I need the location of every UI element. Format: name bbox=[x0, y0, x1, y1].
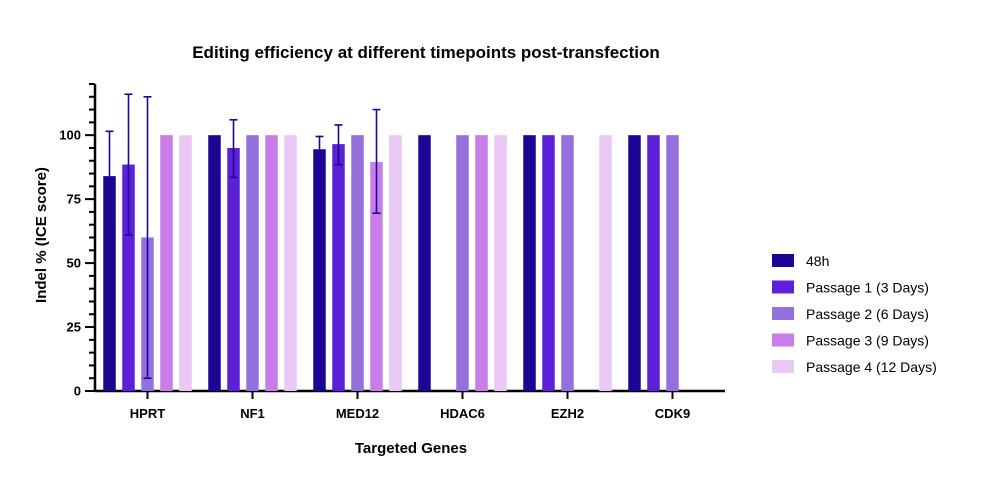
y-tick-label: 0 bbox=[74, 384, 81, 399]
chart-title: Editing efficiency at different timepoin… bbox=[192, 43, 660, 62]
bar bbox=[542, 135, 555, 391]
bar bbox=[160, 135, 173, 391]
x-tick-label: EZH2 bbox=[551, 406, 584, 421]
y-axis: 0 25 50 75 100 bbox=[59, 83, 97, 399]
legend-swatch bbox=[772, 307, 794, 320]
legend-label: Passage 1 (3 Days) bbox=[806, 280, 929, 296]
bar bbox=[523, 135, 536, 391]
x-tick-label: CDK9 bbox=[655, 406, 690, 421]
bar bbox=[179, 135, 192, 391]
bars bbox=[103, 135, 679, 391]
legend-swatch bbox=[772, 360, 794, 373]
bar bbox=[246, 135, 259, 391]
y-axis-label: Indel % (ICE score) bbox=[33, 167, 50, 303]
legend-swatch bbox=[772, 254, 794, 267]
bar bbox=[227, 147, 240, 391]
y-tick-label: 75 bbox=[67, 192, 81, 207]
bar bbox=[456, 135, 469, 391]
bar bbox=[599, 135, 612, 391]
bar bbox=[494, 135, 507, 391]
bar bbox=[370, 162, 383, 391]
x-axis-label: Targeted Genes bbox=[355, 440, 467, 457]
bar bbox=[208, 135, 221, 391]
bar bbox=[561, 135, 574, 391]
x-tick-label: MED12 bbox=[336, 406, 379, 421]
legend-label: Passage 2 (6 Days) bbox=[806, 306, 929, 322]
legend: 48h Passage 1 (3 Days) Passage 2 (6 Days) P… bbox=[772, 253, 937, 375]
bar bbox=[351, 135, 364, 391]
error-bars bbox=[105, 93, 381, 380]
bar bbox=[666, 135, 679, 391]
y-tick-label: 50 bbox=[67, 256, 81, 271]
bar bbox=[389, 135, 402, 391]
legend-swatch bbox=[772, 333, 794, 347]
bar bbox=[103, 176, 116, 391]
x-tick-label: HDAC6 bbox=[440, 406, 485, 421]
bar bbox=[265, 135, 278, 391]
bar bbox=[647, 135, 660, 391]
legend-swatch bbox=[772, 280, 794, 294]
bar bbox=[418, 135, 431, 391]
bar bbox=[628, 135, 641, 391]
bar bbox=[332, 144, 345, 391]
y-tick-label: 25 bbox=[67, 320, 81, 335]
bar bbox=[284, 135, 297, 391]
y-tick-label: 100 bbox=[59, 128, 81, 143]
legend-label: Passage 4 (12 Days) bbox=[806, 359, 937, 375]
bar bbox=[122, 164, 135, 391]
bar bbox=[475, 135, 488, 391]
bar bbox=[313, 149, 326, 391]
x-tick-label: HPRT bbox=[130, 406, 165, 421]
x-tick-label: NF1 bbox=[240, 406, 265, 421]
legend-label: 48h bbox=[806, 253, 829, 269]
x-axis: HPRT NF1 MED12 HDAC6 EZH2 CDK9 bbox=[95, 389, 725, 421]
legend-label: Passage 3 (9 Days) bbox=[806, 333, 929, 349]
